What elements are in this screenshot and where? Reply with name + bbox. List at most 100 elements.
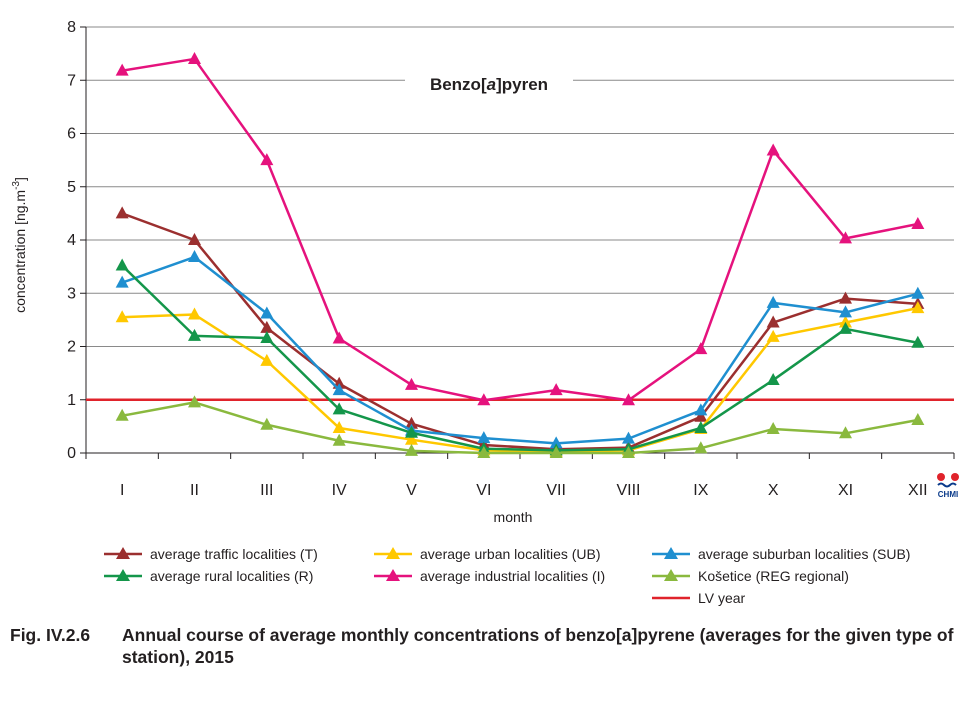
data-point-marker: [405, 432, 418, 445]
data-point-marker: [188, 250, 201, 263]
data-point-marker: [839, 305, 852, 318]
data-point-marker: [766, 143, 780, 156]
data-point-marker: [549, 436, 563, 449]
legend-item-suburban: average suburban localities (SUB): [652, 545, 910, 563]
series-group: [115, 258, 925, 456]
data-point-marker: [332, 433, 346, 446]
legend-item-rural: average rural localities (R): [104, 567, 313, 585]
x-tick-label: VII: [546, 482, 566, 499]
data-point-marker: [260, 153, 274, 166]
y-tick-label: 2: [67, 339, 76, 356]
legend-marker-suburban: [652, 547, 690, 559]
figure-number: Fig. IV.2.6: [10, 625, 91, 645]
legend-item-lv-year: LV year: [652, 589, 745, 607]
series-line: [121, 57, 919, 402]
data-point-marker: [188, 233, 201, 245]
x-tick-label: I: [120, 482, 124, 499]
legend-marker-industrial: [374, 569, 412, 581]
legend-label-industrial: average industrial localities (I): [420, 568, 606, 584]
series-group: [115, 51, 925, 406]
data-point-marker: [694, 441, 708, 454]
data-point-marker: [911, 217, 925, 230]
x-tick-label: II: [190, 482, 199, 499]
legend-label-rural: average rural localities (R): [150, 568, 314, 584]
y-axis-label: concentration [ng.m-3]: [11, 177, 28, 313]
legend-label-suburban: average suburban localities (SUB): [698, 546, 911, 562]
y-tick-labels: 0 1 2 3 4 5 6 7 8: [67, 19, 76, 462]
series-group: [115, 250, 925, 449]
data-point-marker: [260, 417, 274, 430]
data-point-marker: [622, 446, 635, 458]
data-point-marker: [115, 408, 129, 421]
y-tick-label: 7: [67, 72, 76, 89]
gridlines: [86, 26, 954, 401]
x-tick-labels: I II III IV V VI VII VIII IX X XI XII: [120, 482, 928, 499]
series-line: [121, 264, 919, 452]
x-tick-label: V: [406, 482, 417, 499]
data-point-marker: [115, 206, 129, 219]
data-point-marker: [549, 383, 563, 396]
data-point-marker: [332, 331, 346, 344]
legend-item-kosetice: Košetice (REG regional): [652, 567, 849, 585]
data-point-marker: [766, 373, 780, 386]
data-point-marker: [622, 393, 635, 406]
x-tick-label: IV: [332, 482, 347, 499]
data-point-marker: [766, 422, 780, 435]
x-tick-label: X: [768, 482, 779, 499]
series-group: [115, 395, 925, 458]
data-point-marker: [622, 431, 635, 444]
x-axis-label: month: [494, 509, 533, 525]
data-point-marker: [839, 291, 852, 304]
series-lines: [115, 51, 925, 458]
chart-title-background: [405, 66, 573, 100]
chmi-logo-text: CHMI: [937, 490, 959, 499]
data-point-marker: [115, 258, 129, 271]
x-tick-label: VIII: [616, 482, 640, 499]
x-tick-label: IX: [693, 482, 708, 499]
x-tick-label: XI: [838, 482, 853, 499]
legend-label-traffic: average traffic localities (T): [150, 546, 318, 562]
series-group: [115, 301, 925, 457]
chart-title: Benzo[a]pyren: [430, 75, 548, 94]
series-line: [122, 306, 919, 454]
data-point-marker: [839, 426, 852, 439]
legend-item-urban: average urban localities (UB): [374, 545, 601, 563]
data-point-marker: [260, 306, 274, 319]
series-line: [121, 401, 919, 455]
data-point-marker: [188, 328, 201, 341]
data-point-marker: [839, 231, 852, 244]
data-point-marker: [477, 393, 491, 406]
data-point-marker: [911, 335, 925, 348]
y-tick-label: 0: [67, 445, 76, 462]
data-point-marker: [405, 425, 418, 438]
data-point-marker: [332, 402, 346, 415]
y-tick-label: 3: [67, 285, 76, 302]
y-tick-label: 6: [67, 126, 76, 143]
legend-marker-traffic: [104, 547, 142, 559]
data-point-marker: [911, 301, 925, 314]
legend-label-urban: average urban localities (UB): [420, 546, 601, 562]
data-point-marker: [188, 51, 201, 64]
y-tick-label: 4: [67, 232, 76, 249]
data-point-marker: [477, 446, 491, 458]
data-point-marker: [260, 353, 274, 366]
legend-marker-urban: [374, 547, 412, 559]
data-point-marker: [332, 420, 346, 433]
data-point-marker: [766, 315, 780, 328]
y-tick-label: 8: [67, 19, 76, 36]
data-point-marker: [405, 416, 418, 429]
data-point-marker: [332, 383, 346, 396]
legend-item-traffic: average traffic localities (T): [104, 545, 318, 563]
chmi-logo-mark: [937, 473, 959, 488]
data-point-marker: [260, 330, 274, 343]
data-point-marker: [115, 63, 129, 76]
data-point-marker: [911, 286, 925, 299]
legend-marker-kosetice: [652, 569, 690, 581]
legend-marker-lv-year: [652, 596, 690, 600]
legend-label-kosetice: Košetice (REG regional): [698, 568, 849, 584]
data-point-marker: [839, 321, 852, 334]
data-point-marker: [405, 377, 418, 390]
data-point-marker: [911, 412, 925, 425]
data-point-marker: [115, 275, 129, 288]
